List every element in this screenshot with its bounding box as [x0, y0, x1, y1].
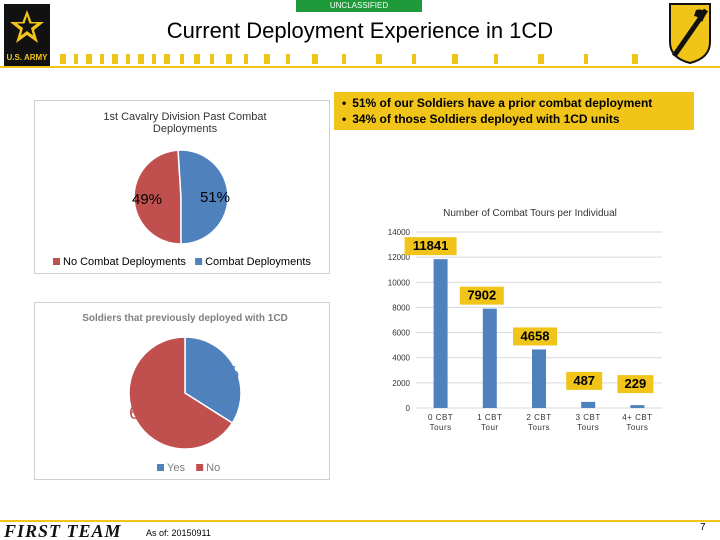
data-label: 11841	[413, 238, 448, 253]
pie1-title: 1st Cavalry Division Past Combat Deploym…	[103, 111, 267, 135]
x-tick-label: 3 CBT	[576, 413, 601, 422]
x-tick-label: Tour	[481, 423, 499, 432]
y-tick-label: 12000	[388, 253, 411, 262]
y-tick-label: 6000	[392, 329, 410, 338]
page-number: 7	[700, 522, 706, 533]
x-tick-label: Tours	[528, 423, 550, 432]
key-facts-callout: 51% of our Soldiers have a prior combat …	[334, 92, 694, 130]
y-tick-label: 14000	[388, 228, 411, 237]
pie-label-combat-deployments: 51%	[200, 189, 230, 206]
footer-divider	[0, 520, 720, 522]
x-tick-label: Tours	[626, 423, 648, 432]
pie-slice-combat-deployments	[177, 149, 229, 245]
data-label: 229	[625, 376, 647, 391]
pie2-title: Soldiers that previously deployed with 1…	[82, 313, 288, 324]
callout-bullet-1: 51% of our Soldiers have a prior combat …	[342, 95, 686, 111]
y-tick-label: 2000	[392, 379, 410, 388]
data-label: 487	[573, 373, 595, 388]
x-tick-label: Tours	[430, 423, 452, 432]
bar	[482, 308, 497, 408]
us-army-logo: U.S. ARMY	[4, 4, 50, 66]
legend-label-no-combat-deployments: No Combat Deployments	[63, 256, 186, 268]
data-label-bg	[459, 286, 504, 305]
bar	[630, 405, 645, 408]
bar	[433, 259, 448, 408]
legend-label-no: No	[206, 462, 220, 474]
us-army-logo-text: U.S. ARMY	[6, 53, 48, 62]
y-tick-label: 4000	[392, 354, 410, 363]
army-star-icon	[8, 8, 46, 46]
data-label-bg	[617, 375, 654, 394]
legend-swatch-no-combat-deployments	[53, 258, 60, 265]
legend-swatch-no	[196, 464, 204, 471]
deployed-with-1cd-pie-panel: Soldiers that previously deployed with 1…	[34, 302, 330, 480]
data-label: 4658	[521, 328, 550, 343]
x-tick-label: Tours	[577, 423, 599, 432]
legend-label-combat-deployments: Combat Deployments	[205, 256, 311, 268]
legend-swatch-combat-deployments	[195, 258, 203, 265]
x-tick-label: 0 CBT	[428, 413, 453, 422]
data-label-bg	[404, 237, 457, 256]
header-decoration	[60, 54, 664, 64]
deployed-with-1cd-pie-chart: 34% 66% Yes No	[128, 336, 242, 474]
data-label-bg	[566, 371, 603, 390]
combat-deployments-pie-panel: 1st Cavalry Division Past Combat Deploym…	[34, 100, 330, 274]
x-tick-label: 2 CBT	[526, 413, 551, 422]
legend-swatch-yes	[157, 464, 164, 471]
first-team-logo: FIRST TEAM	[4, 521, 122, 540]
pie-label-no-combat-deployments: 49%	[132, 191, 162, 208]
legend-label-yes: Yes	[167, 462, 185, 474]
as-of-date: As of: 20150911	[146, 528, 211, 538]
bar	[532, 349, 546, 408]
bar	[581, 401, 596, 408]
data-label-bg	[513, 327, 557, 346]
header-divider	[0, 66, 720, 68]
data-label: 7902	[467, 288, 496, 303]
x-tick-label: 1 CBT	[477, 413, 502, 422]
cavalry-patch-icon	[669, 3, 711, 64]
x-tick-label: 4+ CBT	[622, 413, 652, 422]
page-title: Current Deployment Experience in 1CD	[166, 18, 554, 43]
y-tick-label: 0	[406, 404, 411, 413]
pie-label-yes: 34%	[201, 364, 239, 385]
classification-banner: UNCLASSIFIED	[296, 0, 422, 12]
bar-chart-title: Number of Combat Tours per Individual	[443, 208, 617, 219]
y-tick-label: 8000	[392, 303, 410, 312]
pie-label-no: 66%	[129, 403, 167, 424]
callout-bullet-2: 34% of those Soldiers deployed with 1CD …	[342, 111, 686, 127]
pie-slice-no	[128, 336, 234, 450]
pie-slice-no-combat-deployments	[133, 149, 182, 245]
y-tick-label: 10000	[388, 278, 411, 287]
combat-deployments-pie-chart: 49% 51% No Combat Deployments Combat Deploy…	[53, 149, 311, 268]
